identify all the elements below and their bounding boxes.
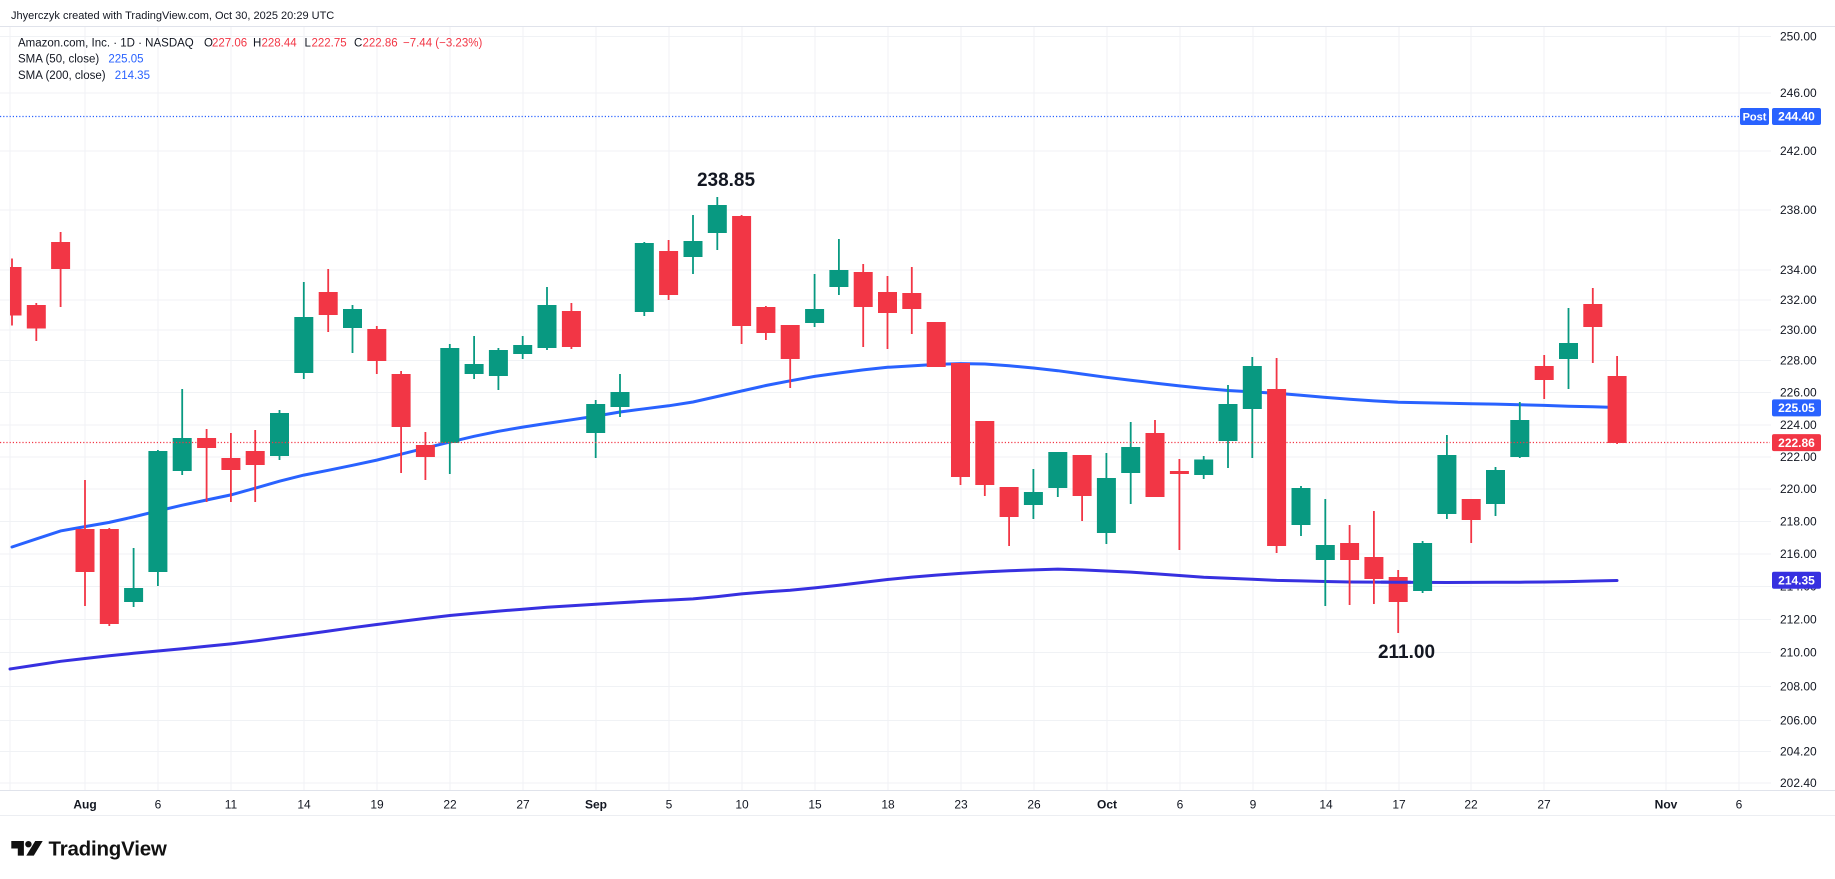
svg-text:O: O (204, 37, 213, 49)
svg-text:238.00: 238.00 (1780, 203, 1817, 217)
svg-text:Oct: Oct (1097, 798, 1117, 812)
svg-text:C: C (354, 37, 362, 49)
svg-text:242.00: 242.00 (1780, 144, 1817, 158)
svg-text:27: 27 (1537, 798, 1551, 812)
svg-text:Jhyerczyk created with Trading: Jhyerczyk created with TradingView.com, … (11, 10, 334, 22)
svg-text:214.35: 214.35 (115, 70, 150, 82)
svg-text:246.00: 246.00 (1780, 86, 1817, 100)
svg-text:202.40: 202.40 (1780, 776, 1817, 790)
svg-text:211.00: 211.00 (1378, 642, 1435, 663)
svg-text:H: H (253, 37, 261, 49)
svg-text:26: 26 (1027, 798, 1041, 812)
svg-text:234.00: 234.00 (1780, 263, 1817, 277)
svg-text:14: 14 (297, 798, 311, 812)
svg-text:15: 15 (808, 798, 822, 812)
svg-text:9: 9 (1250, 798, 1257, 812)
svg-text:SMA (50, close): SMA (50, close) (18, 54, 99, 66)
svg-text:10: 10 (735, 798, 749, 812)
svg-text:216.00: 216.00 (1780, 547, 1817, 561)
svg-text:14: 14 (1319, 798, 1333, 812)
svg-text:SMA (200, close): SMA (200, close) (18, 70, 106, 82)
svg-text:L: L (305, 37, 312, 49)
svg-text:227.06: 227.06 (212, 37, 247, 49)
svg-text:6: 6 (1736, 798, 1743, 812)
svg-text:220.00: 220.00 (1780, 482, 1817, 496)
svg-text:Aug: Aug (73, 798, 96, 812)
svg-text:Post: Post (1743, 112, 1767, 124)
svg-text:−7.44 (−3.23%): −7.44 (−3.23%) (403, 37, 482, 49)
svg-text:Nov: Nov (1655, 798, 1678, 812)
svg-text:222.86: 222.86 (1778, 436, 1815, 450)
svg-text:Sep: Sep (585, 798, 607, 812)
svg-text:6: 6 (155, 798, 162, 812)
svg-text:18: 18 (881, 798, 895, 812)
svg-text:225.05: 225.05 (1778, 401, 1815, 415)
svg-text:244.40: 244.40 (1778, 110, 1815, 124)
svg-text:11: 11 (225, 798, 238, 812)
svg-text:212.00: 212.00 (1780, 613, 1817, 627)
svg-text:6: 6 (1177, 798, 1184, 812)
svg-text:TradingView: TradingView (49, 838, 167, 861)
svg-text:5: 5 (666, 798, 673, 812)
svg-text:238.85: 238.85 (697, 170, 756, 191)
svg-text:222.00: 222.00 (1780, 450, 1817, 464)
svg-text:232.00: 232.00 (1780, 293, 1817, 307)
svg-text:208.00: 208.00 (1780, 680, 1817, 694)
svg-text:222.75: 222.75 (312, 37, 347, 49)
svg-text:Amazon.com, Inc. · 1D · NASDAQ: Amazon.com, Inc. · 1D · NASDAQ (18, 37, 194, 49)
svg-text:228.44: 228.44 (262, 37, 298, 49)
svg-text:218.00: 218.00 (1780, 515, 1817, 529)
svg-text:22: 22 (443, 798, 457, 812)
svg-text:214.35: 214.35 (1778, 573, 1815, 587)
svg-text:22: 22 (1464, 798, 1478, 812)
svg-text:225.05: 225.05 (108, 54, 143, 66)
svg-text:228.00: 228.00 (1780, 354, 1817, 368)
svg-text:27: 27 (516, 798, 530, 812)
svg-text:210.00: 210.00 (1780, 646, 1817, 660)
svg-text:23: 23 (954, 798, 968, 812)
svg-text:17: 17 (1392, 798, 1406, 812)
svg-text:204.20: 204.20 (1780, 745, 1817, 759)
svg-text:230.00: 230.00 (1780, 323, 1817, 337)
svg-text:250.00: 250.00 (1780, 30, 1817, 44)
svg-text:224.00: 224.00 (1780, 418, 1817, 432)
svg-text:19: 19 (370, 798, 384, 812)
svg-text:226.00: 226.00 (1780, 386, 1817, 400)
svg-text:206.00: 206.00 (1780, 714, 1817, 728)
svg-text:222.86: 222.86 (363, 37, 398, 49)
